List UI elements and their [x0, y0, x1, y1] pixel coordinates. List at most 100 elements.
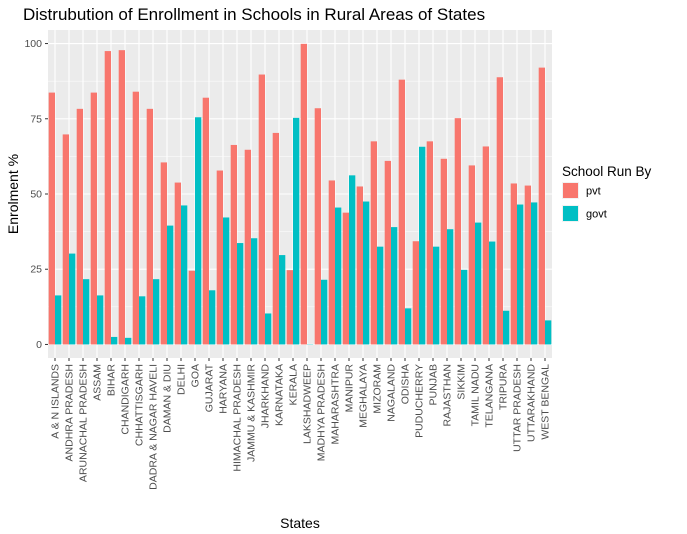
y-tick-label: 25 — [30, 264, 42, 276]
x-tick-label: PUDUCHERRY — [414, 364, 426, 438]
x-tick-label: CHHATTISGARH — [134, 364, 146, 446]
x-tick-label: NAGALAND — [386, 364, 398, 422]
x-tick-label: MADHYA PRADESH — [316, 364, 328, 461]
x-tick-label: SIKKIM — [456, 364, 468, 400]
bar-govt — [321, 279, 328, 345]
bar-govt — [349, 175, 356, 345]
bar-pvt — [272, 132, 279, 345]
x-tick-label: TELANGANA — [484, 364, 496, 428]
y-tick-label: 75 — [30, 113, 42, 125]
x-tick-label: ASSAM — [92, 364, 104, 401]
bar-govt — [391, 227, 398, 345]
bar-govt — [419, 146, 426, 345]
bar-pvt — [244, 149, 251, 345]
bar-govt — [405, 308, 412, 345]
bar-govt — [279, 255, 286, 345]
bar-govt — [503, 310, 510, 345]
bar-pvt — [230, 144, 237, 345]
chart-title: Distrubution of Enrollment in Schools in… — [23, 5, 485, 24]
bar-govt — [475, 222, 482, 345]
legend-key-govt — [563, 206, 578, 221]
bar-pvt — [370, 141, 377, 345]
legend: School Run By pvt govt — [562, 164, 652, 222]
bar-govt — [181, 205, 188, 345]
x-tick-label: A & N ISLANDS — [50, 364, 62, 439]
bar-pvt — [48, 92, 55, 345]
bar-pvt — [286, 270, 293, 345]
x-tick-label: LAKSHADWEEP — [302, 364, 314, 444]
bar-pvt — [426, 141, 433, 345]
bar-govt — [125, 337, 132, 345]
bar-pvt — [146, 108, 153, 345]
x-tick-label: CHANDIGARH — [120, 364, 132, 435]
x-tick-label: DELHI — [176, 364, 188, 395]
x-tick-label: HARYANA — [218, 364, 230, 414]
bar-pvt — [412, 241, 419, 345]
bar-pvt — [216, 170, 223, 345]
legend-key-pvt — [563, 183, 578, 198]
bar-govt — [265, 313, 272, 345]
bar-pvt — [188, 270, 195, 345]
x-axis-title: States — [280, 515, 320, 531]
bar-pvt — [202, 97, 209, 345]
x-tick-label: UTTARAKHAND — [526, 364, 538, 442]
bar-pvt — [538, 67, 545, 345]
bar-pvt — [510, 183, 517, 345]
bar-govt — [237, 243, 244, 345]
bar-govt — [153, 279, 160, 345]
x-tick-label: BIHAR — [106, 364, 118, 397]
bar-govt — [251, 238, 258, 345]
x-tick-label: MAHARASHTRA — [330, 364, 342, 445]
bar-govt — [83, 279, 90, 345]
x-tick-label: DAMAN & DIU — [162, 364, 174, 433]
bar-pvt — [468, 165, 475, 345]
x-tick-label: ANDHRA PRADESH — [64, 364, 76, 461]
x-tick-label: JAMMU & KASHMIR — [246, 364, 258, 462]
y-tick-label: 50 — [30, 189, 42, 201]
x-tick-label: HIMACHAL PRADESH — [232, 364, 244, 472]
bar-govt — [139, 296, 146, 345]
bar-govt — [55, 295, 62, 345]
x-axis: A & N ISLANDS ANDHRA PRADESH ARUNACHAL PRA… — [50, 358, 552, 490]
bar-govt — [209, 290, 216, 345]
bar-pvt — [482, 146, 489, 345]
x-tick-label: GOA — [190, 364, 202, 387]
bars — [48, 43, 552, 345]
bar-govt — [545, 320, 552, 345]
bar-pvt — [132, 91, 139, 345]
bar-pvt — [328, 180, 335, 345]
bar-pvt — [258, 74, 265, 345]
bar-govt — [167, 225, 174, 345]
bar-govt — [447, 229, 454, 345]
bar-pvt — [160, 162, 167, 345]
bar-govt — [111, 336, 118, 345]
bar-govt — [97, 295, 104, 345]
bar-pvt — [76, 108, 83, 345]
bar-govt — [335, 207, 342, 345]
x-tick-label: RAJASTHAN — [442, 364, 454, 426]
bar-pvt — [314, 108, 321, 345]
x-tick-label: PUNJAB — [428, 364, 440, 405]
y-axis-title: Enrolment % — [5, 154, 21, 234]
bar-pvt — [62, 134, 69, 345]
bar-pvt — [524, 185, 531, 345]
bar-govt — [377, 246, 384, 345]
bar-govt — [195, 117, 202, 345]
bar-govt — [293, 117, 300, 345]
bar-govt — [531, 202, 538, 345]
bar-govt — [517, 204, 524, 345]
legend-label-govt: govt — [586, 209, 607, 221]
bar-pvt — [174, 182, 181, 345]
bar-pvt — [342, 212, 349, 345]
y-axis: 0 25 50 75 100 — [24, 38, 48, 351]
bar-pvt — [300, 43, 307, 345]
bar-govt — [69, 253, 76, 345]
bar-pvt — [384, 160, 391, 345]
bar-pvt — [440, 158, 447, 345]
x-tick-label: ODISHA — [400, 364, 412, 404]
bar-pvt — [356, 186, 363, 345]
bar-govt — [489, 241, 496, 345]
x-tick-label: MEGHALAYA — [358, 364, 370, 428]
x-tick-label: MANIPUR — [344, 364, 356, 413]
